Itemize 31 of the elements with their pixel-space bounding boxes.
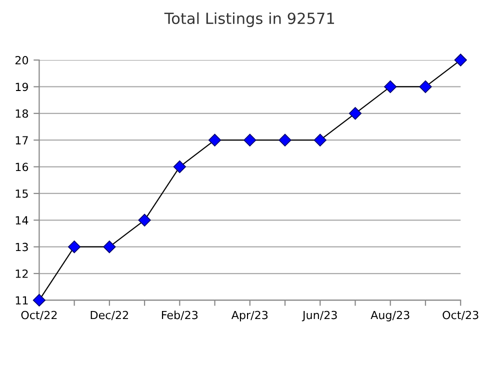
x-tick-label: Dec/22 bbox=[90, 310, 128, 320]
point bbox=[454, 54, 467, 66]
y-tick-label: 20 bbox=[15, 56, 28, 64]
point bbox=[68, 240, 81, 254]
point bbox=[32, 294, 46, 307]
point bbox=[103, 240, 116, 254]
x-tick-label: Oct/23 bbox=[442, 310, 478, 320]
y-tick-label: 11 bbox=[16, 296, 28, 304]
y-tick-label: 17 bbox=[16, 136, 28, 144]
point bbox=[314, 134, 326, 146]
x-tick-label: Oct/22 bbox=[21, 310, 57, 320]
point bbox=[348, 107, 362, 120]
y-tick-label: 12 bbox=[16, 269, 28, 278]
y-tick-label: 15 bbox=[16, 190, 28, 198]
point bbox=[278, 134, 292, 146]
point bbox=[208, 134, 222, 146]
point bbox=[419, 80, 432, 94]
y-tick-label: 14 bbox=[16, 216, 28, 224]
point bbox=[384, 80, 397, 94]
y-tick-label: 13 bbox=[16, 242, 28, 252]
y-tick-label: 16 bbox=[16, 162, 28, 172]
y-tick-label: 19 bbox=[16, 82, 28, 92]
x-tick-label: Feb/23 bbox=[162, 310, 198, 320]
x-tick-label: Aug/23 bbox=[370, 310, 410, 322]
point bbox=[244, 134, 256, 146]
point bbox=[138, 214, 151, 226]
x-tick-label: Apr/23 bbox=[231, 310, 268, 322]
y-tick-label: 18 bbox=[16, 109, 28, 118]
point bbox=[173, 160, 186, 174]
chart-title: Total Listings in 92571 bbox=[164, 12, 334, 28]
x-tick-label: Jun/23 bbox=[302, 310, 337, 322]
